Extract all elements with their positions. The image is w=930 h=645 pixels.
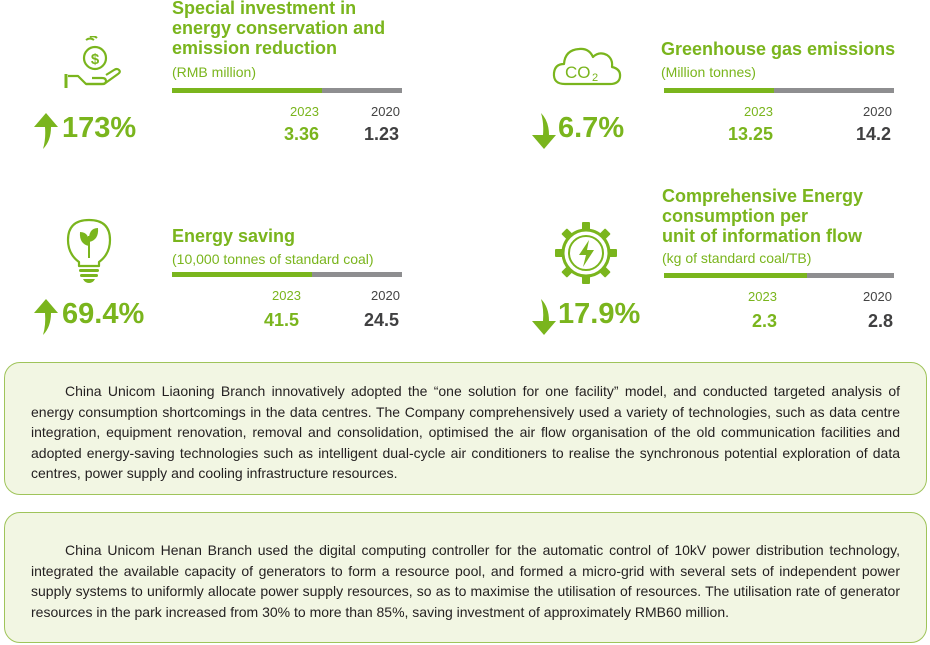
value-current: 13.25 — [728, 124, 774, 144]
title-line: Energy saving — [172, 226, 296, 246]
title-line: consumption per — [662, 206, 809, 226]
metric-unit: (kg of standard coal/TB) — [662, 250, 812, 266]
co2-cloud-icon: CO 2 — [552, 47, 622, 86]
svg-text:$: $ — [91, 51, 100, 68]
year-current: 2023 — [744, 104, 773, 119]
case-text: China Unicom Henan Branch used the digit… — [31, 542, 900, 620]
metric-title: Comprehensive Energy consumption per uni… — [662, 186, 863, 246]
comparison-bar — [664, 88, 894, 93]
case-box-liaoning: China Unicom Liaoning Branch innovativel… — [4, 362, 927, 495]
value-current: 3.36 — [284, 124, 320, 144]
year-current: 2023 — [290, 104, 319, 119]
up-arrow-icon — [34, 113, 58, 149]
up-arrow-icon — [34, 299, 58, 335]
case-text: China Unicom Liaoning Branch innovativel… — [31, 383, 900, 481]
value-baseline: 1.23 — [364, 124, 400, 144]
change-percent: 6.7% — [558, 112, 625, 144]
value-baseline: 14.2 — [856, 124, 892, 144]
title-line: Greenhouse gas emissions — [661, 39, 896, 59]
metric-title: Special investment in energy conservatio… — [172, 0, 385, 58]
down-arrow-icon — [532, 299, 556, 335]
comparison-bar — [172, 272, 402, 277]
metric-title: Energy saving — [172, 226, 295, 246]
comparison-bar — [664, 273, 894, 278]
value-current: 41.5 — [264, 310, 300, 330]
title-line: Special investment in — [172, 0, 357, 18]
year-current: 2023 — [272, 288, 301, 303]
metric-unit: (Million tonnes) — [661, 64, 756, 80]
money-hand-icon: $ — [64, 36, 121, 88]
case-box-henan: China Unicom Henan Branch used the digit… — [4, 512, 927, 643]
title-line: Comprehensive Energy — [662, 186, 864, 206]
svg-text:2: 2 — [592, 72, 598, 84]
change-percent: 69.4% — [62, 298, 145, 330]
metric-unit: (RMB million) — [172, 64, 256, 80]
year-baseline: 2020 — [371, 104, 400, 119]
change-percent: 17.9% — [558, 298, 641, 330]
year-baseline: 2020 — [371, 288, 400, 303]
value-current: 2.3 — [752, 311, 778, 331]
down-arrow-icon — [532, 113, 556, 149]
lightning-gear-icon — [555, 222, 617, 284]
value-baseline: 2.8 — [868, 311, 894, 331]
title-line: emission reduction — [172, 38, 338, 58]
comparison-bar — [172, 88, 402, 93]
leaf-bulb-icon — [66, 218, 112, 283]
year-baseline: 2020 — [863, 289, 892, 304]
value-baseline: 24.5 — [364, 310, 400, 330]
svg-text:CO: CO — [565, 63, 591, 82]
title-line: unit of information flow — [662, 226, 862, 246]
year-baseline: 2020 — [863, 104, 892, 119]
metric-title: Greenhouse gas emissions — [661, 39, 895, 59]
metric-unit: (10,000 tonnes of standard coal) — [172, 251, 374, 267]
year-current: 2023 — [748, 289, 777, 304]
change-percent: 173% — [62, 112, 137, 144]
title-line: energy conservation and — [172, 18, 386, 38]
